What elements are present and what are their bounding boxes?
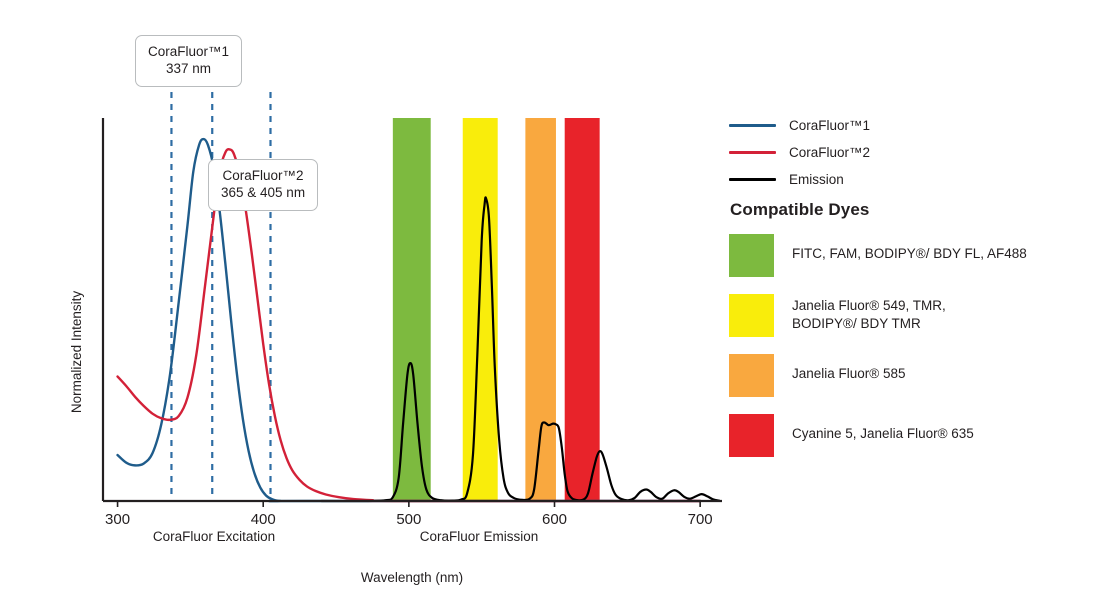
legend-item-emission: Emission xyxy=(729,166,1089,193)
callout-1-value: 337 nm xyxy=(166,61,212,77)
chart-area: 300 400 500 600 700 Normalized Intensity Cor… xyxy=(69,35,722,585)
callout-corafluor-2: CoraFluor™2 365 & 405 nm xyxy=(208,159,319,211)
dye-label-line1: Cyanine 5, Janelia Fluor® 635 xyxy=(792,426,974,441)
legend-item-corafluor-1: CoraFluor™1 xyxy=(729,112,1089,139)
spectra-plot: 300 400 500 600 700 Normalized Intensity Cor… xyxy=(69,92,722,585)
dye-color-swatch xyxy=(729,234,774,277)
dye-color-swatch xyxy=(729,354,774,397)
orange-band xyxy=(525,118,556,501)
legend-line-swatch xyxy=(729,124,776,127)
dye-item-label: Janelia Fluor® 549, TMR, BODIPY®/ BDY TM… xyxy=(792,294,946,333)
dye-label-line1: Janelia Fluor® 549, TMR, xyxy=(792,298,946,313)
emission-section-label: CoraFluor Emission xyxy=(420,529,539,544)
dye-color-swatch xyxy=(729,414,774,457)
dye-item-label: Janelia Fluor® 585 xyxy=(792,354,906,383)
green-band xyxy=(392,118,431,501)
dye-item-green: FITC, FAM, BODIPY®/ BDY FL, AF488 xyxy=(729,234,1110,277)
red-band xyxy=(564,118,600,501)
dye-color-swatch xyxy=(729,294,774,337)
x-tick-label: 300 xyxy=(105,511,130,528)
dye-item-red: Cyanine 5, Janelia Fluor® 635 xyxy=(729,414,1110,457)
dye-item-label: FITC, FAM, BODIPY®/ BDY FL, AF488 xyxy=(792,234,1027,263)
legend-item-label: CoraFluor™1 xyxy=(789,118,871,133)
legend-line-swatch xyxy=(729,178,776,181)
dye-item-orange: Janelia Fluor® 585 xyxy=(729,354,1110,397)
curve-emission xyxy=(320,196,721,503)
legend-line-swatch xyxy=(729,151,776,154)
callout-corafluor-1: CoraFluor™1 337 nm xyxy=(135,35,243,87)
x-axis-title: Wavelength (nm) xyxy=(361,570,463,585)
curve-corafluor2 xyxy=(116,148,702,503)
legend-item-label: Emission xyxy=(789,172,844,187)
legend-item-label: CoraFluor™2 xyxy=(789,145,871,160)
x-tick-label: 400 xyxy=(251,511,276,528)
legend-item-corafluor-2: CoraFluor™2 xyxy=(729,139,1089,166)
callout-2-value: 365 & 405 nm xyxy=(221,185,306,201)
dye-label-line1: FITC, FAM, BODIPY®/ BDY FL, AF488 xyxy=(792,246,1027,261)
compatible-dyes-heading: Compatible Dyes xyxy=(730,200,870,219)
x-tick-label: 600 xyxy=(542,511,567,528)
x-tick-label: 500 xyxy=(396,511,421,528)
callout-2-title: CoraFluor™2 xyxy=(222,168,304,183)
dye-label-line2: BODIPY®/ BDY TMR xyxy=(792,315,921,331)
dye-item-yellow: Janelia Fluor® 549, TMR, BODIPY®/ BDY TM… xyxy=(729,294,1110,337)
dye-label-line1: Janelia Fluor® 585 xyxy=(792,366,906,381)
compatible-dyes-list: FITC, FAM, BODIPY®/ BDY FL, AF488 Janeli… xyxy=(729,234,1110,474)
callout-1-title: CoraFluor™1 xyxy=(148,44,230,59)
y-axis-title: Normalized Intensity xyxy=(69,291,84,414)
x-tick-label: 700 xyxy=(688,511,713,528)
emission-bands-group xyxy=(392,118,600,501)
series-legend: CoraFluor™1 CoraFluor™2 Emission xyxy=(729,112,1089,193)
axes-group xyxy=(101,118,722,503)
x-tick-labels-group: 300 400 500 600 700 xyxy=(105,501,713,528)
excitation-markers-group xyxy=(170,92,272,501)
dye-item-label: Cyanine 5, Janelia Fluor® 635 xyxy=(792,414,974,443)
right-panel: CoraFluor™1 CoraFluor™2 Emission Compati… xyxy=(729,0,1110,612)
excitation-section-label: CoraFluor Excitation xyxy=(153,529,275,544)
